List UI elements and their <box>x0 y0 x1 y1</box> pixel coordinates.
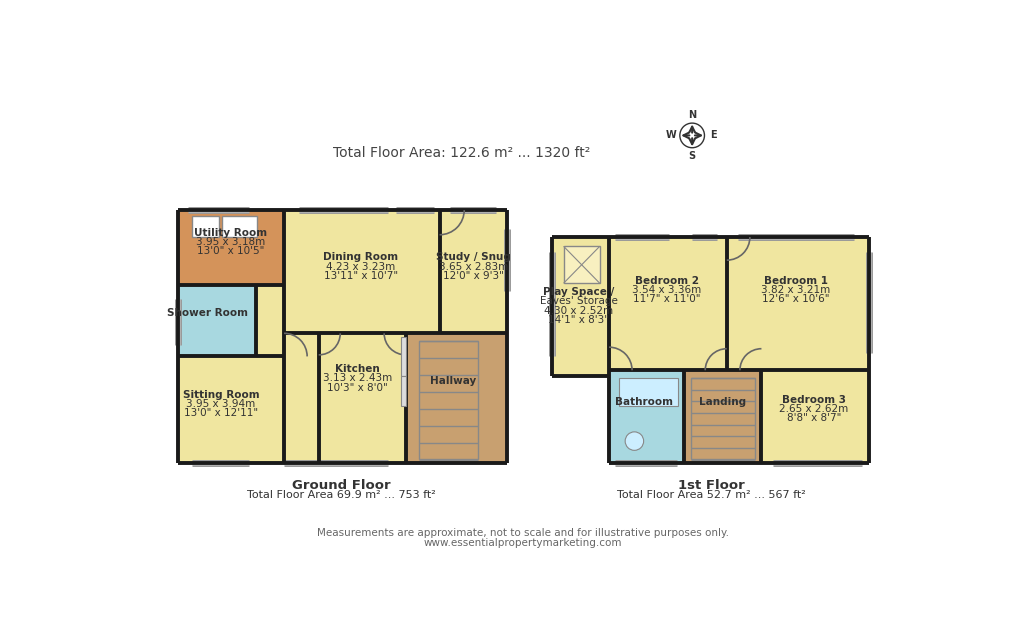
Text: 12'0" x 9'3": 12'0" x 9'3" <box>442 271 503 281</box>
Bar <box>608 371 684 463</box>
Text: Sitting Room: Sitting Room <box>182 389 259 399</box>
Text: Eaves' Storage: Eaves' Storage <box>539 296 618 306</box>
Text: Study / Snug: Study / Snug <box>435 252 511 263</box>
Text: E: E <box>709 131 715 141</box>
Text: 14'1" x 8'3": 14'1" x 8'3" <box>548 315 609 325</box>
Text: Bedroom 1: Bedroom 1 <box>763 276 827 286</box>
Text: 3.54 x 3.36m: 3.54 x 3.36m <box>632 285 701 295</box>
Text: Dining Room: Dining Room <box>323 252 398 263</box>
Bar <box>551 237 608 376</box>
Circle shape <box>625 432 643 450</box>
Bar <box>406 333 506 463</box>
Text: S: S <box>688 151 695 161</box>
Bar <box>177 210 283 285</box>
Bar <box>690 378 754 459</box>
Bar <box>400 337 406 376</box>
Text: 3.82 x 3.21m: 3.82 x 3.21m <box>761 285 829 295</box>
Bar <box>400 376 406 406</box>
Text: 11'7" x 11'0": 11'7" x 11'0" <box>633 294 700 304</box>
Text: 1st Floor: 1st Floor <box>678 479 744 492</box>
Text: 3.95 x 3.18m: 3.95 x 3.18m <box>196 237 265 247</box>
Bar <box>177 210 506 463</box>
Text: Shower Room: Shower Room <box>166 308 248 318</box>
Bar <box>564 246 599 283</box>
Text: Bedroom 2: Bedroom 2 <box>634 276 698 286</box>
Text: N: N <box>688 110 696 119</box>
Text: Bathroom: Bathroom <box>614 398 673 407</box>
Bar <box>619 378 678 406</box>
Text: 13'11" x 10'7": 13'11" x 10'7" <box>324 271 397 281</box>
Text: 13'0" x 10'5": 13'0" x 10'5" <box>197 246 264 256</box>
Text: 12'6" x 10'6": 12'6" x 10'6" <box>761 294 829 304</box>
Text: 4.30 x 2.52m: 4.30 x 2.52m <box>544 306 612 316</box>
Text: Measurements are approximate, not to scale and for illustrative purposes only.: Measurements are approximate, not to sca… <box>317 528 728 538</box>
Text: Ground Floor: Ground Floor <box>292 479 390 492</box>
Text: 4.23 x 3.23m: 4.23 x 3.23m <box>326 262 395 272</box>
Text: 13'0" x 12'11": 13'0" x 12'11" <box>183 408 258 418</box>
Text: 3.65 x 2.83m: 3.65 x 2.83m <box>438 262 507 272</box>
Text: Total Floor Area: 122.6 m² ... 1320 ft²: Total Floor Area: 122.6 m² ... 1320 ft² <box>332 146 589 160</box>
Text: Total Floor Area 52.7 m² ... 567 ft²: Total Floor Area 52.7 m² ... 567 ft² <box>616 490 805 500</box>
Text: Kitchen: Kitchen <box>334 364 379 374</box>
Bar <box>222 216 257 237</box>
Text: Landing: Landing <box>698 398 745 407</box>
Text: Utility Room: Utility Room <box>195 228 267 238</box>
Text: www.essentialpropertymarketing.com: www.essentialpropertymarketing.com <box>423 538 622 548</box>
Bar <box>684 371 761 463</box>
Text: 8'8" x 8'7": 8'8" x 8'7" <box>786 413 841 423</box>
Text: Hallway: Hallway <box>430 376 476 386</box>
Bar <box>177 285 256 357</box>
Text: 3.13 x 2.43m: 3.13 x 2.43m <box>322 374 391 383</box>
Text: 3.95 x 3.94m: 3.95 x 3.94m <box>186 399 256 409</box>
Text: Bedroom 3: Bedroom 3 <box>781 395 845 405</box>
Bar <box>608 237 868 463</box>
Text: W: W <box>665 131 676 141</box>
Text: 10'3" x 8'0": 10'3" x 8'0" <box>326 382 387 392</box>
Text: Play Space /: Play Space / <box>543 287 614 297</box>
Bar <box>192 216 218 237</box>
Text: Total Floor Area 69.9 m² ... 753 ft²: Total Floor Area 69.9 m² ... 753 ft² <box>248 490 436 500</box>
Bar <box>419 341 478 459</box>
Text: 2.65 x 2.62m: 2.65 x 2.62m <box>779 404 848 414</box>
